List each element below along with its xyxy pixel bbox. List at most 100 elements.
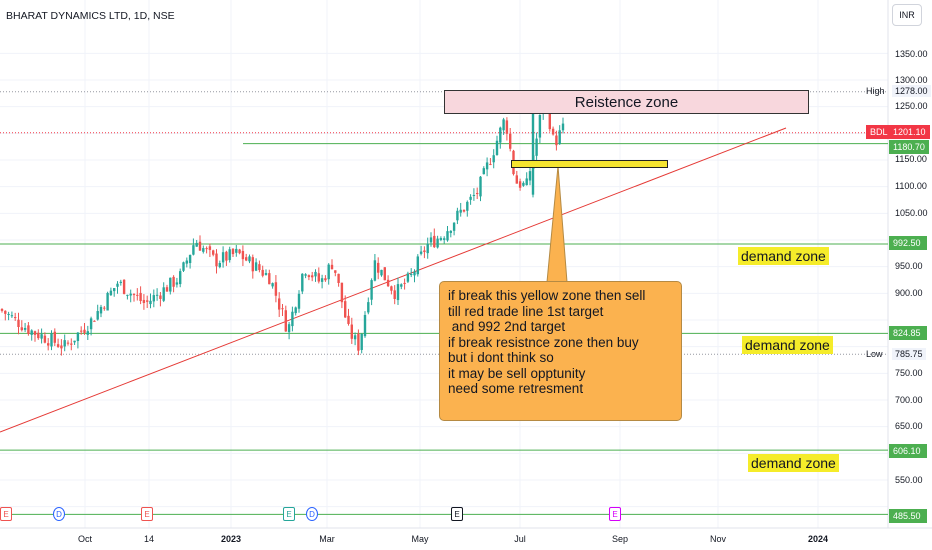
candle-body [175,282,179,285]
level-tag-1180: 1180.70 [889,140,929,154]
candle-body [466,201,469,211]
candle-body [436,238,439,248]
price-tick: 650.00 [895,421,923,431]
time-label: 2024 [807,534,829,544]
candle-body [76,332,80,342]
candle-body [301,273,304,292]
candle-body [479,176,482,197]
candle-body [469,196,472,200]
candle-body [360,333,363,350]
candle-body [423,250,426,253]
candle-body [446,231,449,241]
candle-body [30,330,33,335]
candle-body [152,295,155,302]
resistance-zone[interactable]: Reistence zone [444,90,809,114]
earnings-event-icon[interactable]: E [283,507,295,521]
time-label: Oct [77,534,93,544]
candle-body [198,241,202,251]
price-tick: 750.00 [895,368,923,378]
candle-body [284,310,287,332]
candle-body [264,273,268,275]
time-label: 2023 [220,534,242,544]
candle-body [63,340,66,347]
candle-body [106,292,109,311]
candle-body [531,96,535,195]
time-label: Jul [514,534,526,544]
note-line: if break resistnce zone then buy [448,334,639,350]
candle-body [165,287,169,292]
candle-body [492,155,495,163]
candle-body [406,273,410,282]
candle-body [499,127,502,143]
candle-body [403,282,406,284]
yellow-zone[interactable] [511,160,668,168]
candle-body [20,327,23,331]
candle-body [103,307,106,309]
candle-body [386,279,390,287]
earnings-event-icon[interactable]: E [451,507,463,521]
time-label: Sep [611,534,629,544]
candle-body [367,302,370,313]
candle-body [251,257,254,272]
candle-body [439,238,443,240]
price-tick: 900.00 [895,288,923,298]
dividend-event-icon[interactable]: D [306,507,318,521]
candle-body [344,301,347,318]
candle-body [241,250,245,260]
earnings-event-icon[interactable]: E [141,507,153,521]
note-line: if break this yellow zone then sell [448,288,646,303]
candle-body [23,327,27,330]
candle-body [122,279,126,294]
earnings-event-icon[interactable]: E [0,507,12,521]
time-label: May [411,534,429,544]
candle-body [353,335,357,340]
demand-zone-label[interactable]: demand zone [738,247,829,265]
candle-body [419,251,423,254]
candle-body [271,283,274,287]
price-tick: 1350.00 [895,49,928,59]
candle-body [324,278,327,281]
demand-zone-label[interactable]: demand zone [742,336,833,354]
candle-body [281,308,284,310]
price-tick: 1100.00 [895,181,927,191]
candle-body [307,275,311,278]
candle-body [311,275,314,278]
candle-body [146,300,149,302]
candle-body [10,315,14,317]
candle-body [528,171,532,181]
candle-body [505,120,509,134]
candle-body [373,260,377,281]
candle-body [426,243,429,254]
candle-body [205,248,208,250]
candle-body [396,284,400,301]
candle-body [518,181,522,188]
candle-body [139,292,142,302]
candle-body [449,230,452,233]
candle-body [0,309,4,311]
candle-body [235,248,238,253]
candle-body [132,294,136,296]
candle-body [485,162,489,170]
price-tick: 1150.00 [895,154,927,164]
candle-body [555,135,558,146]
earnings-event-icon[interactable]: E [609,507,621,521]
candle-body [43,335,47,343]
low-value: 785.75 [892,348,926,360]
demand-zone-label[interactable]: demand zone [748,454,839,472]
callout-note[interactable]: if break this yellow zone then sell till… [439,281,682,421]
candle-body [50,333,53,347]
candle-body [202,248,205,252]
currency-button[interactable]: INR [892,4,922,26]
time-label: Nov [709,534,727,544]
candle-body [377,262,380,273]
time-label: 14 [143,534,155,544]
candle-body [192,245,195,255]
last-price-tag: 1201.10 [889,125,930,139]
dividend-event-icon[interactable]: D [53,507,65,521]
candle-body [400,284,403,287]
candle-body [172,276,175,287]
candle-body [433,235,436,248]
candle-body [482,168,485,175]
candle-body [363,314,367,337]
